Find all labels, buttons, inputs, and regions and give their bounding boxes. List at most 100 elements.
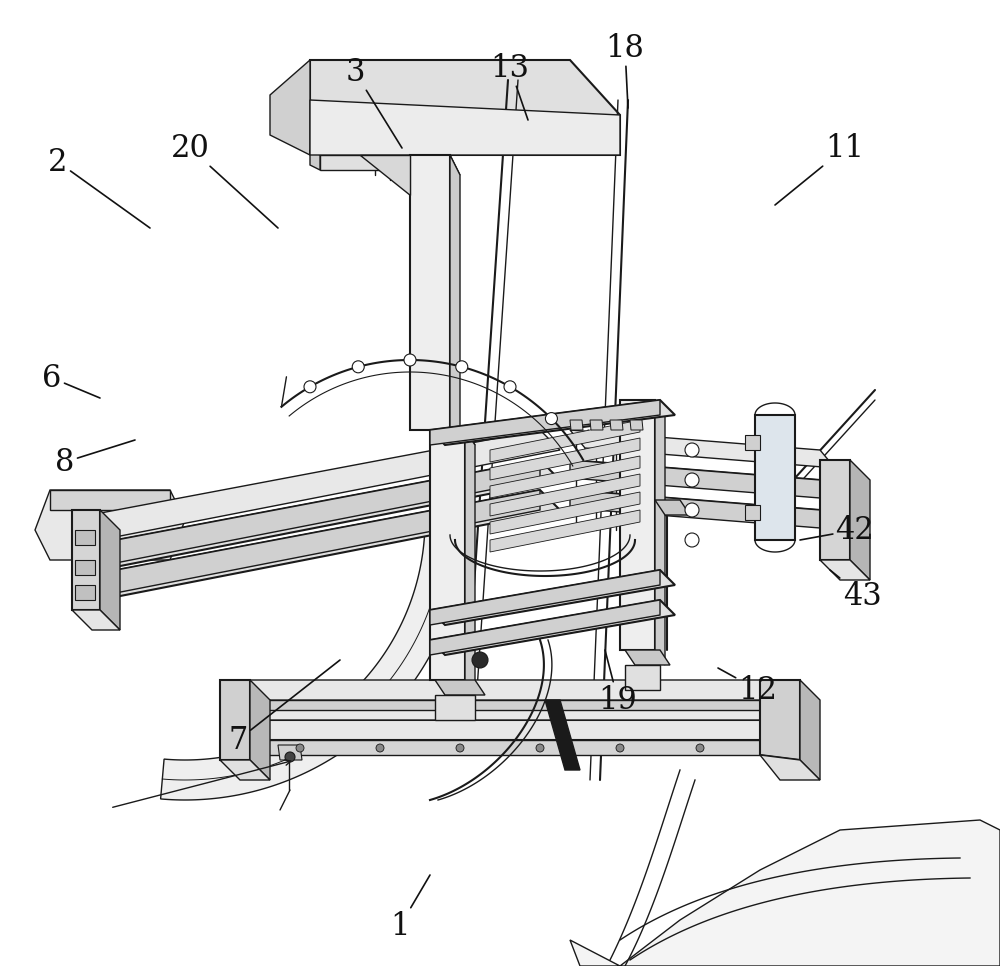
Polygon shape [820, 560, 870, 580]
Circle shape [685, 503, 699, 517]
Polygon shape [278, 745, 302, 760]
Polygon shape [430, 430, 475, 445]
Polygon shape [430, 600, 660, 655]
Text: 19: 19 [599, 650, 637, 716]
Circle shape [285, 752, 295, 762]
Text: 12: 12 [718, 668, 778, 705]
Polygon shape [430, 430, 465, 680]
Circle shape [456, 361, 468, 373]
Polygon shape [72, 510, 100, 610]
Polygon shape [630, 420, 643, 430]
Polygon shape [850, 460, 870, 580]
Polygon shape [545, 700, 580, 770]
Polygon shape [755, 415, 795, 540]
Polygon shape [760, 680, 800, 760]
Circle shape [696, 744, 704, 752]
Circle shape [685, 443, 699, 457]
Polygon shape [570, 420, 583, 430]
Polygon shape [625, 650, 670, 665]
Polygon shape [490, 474, 640, 516]
Polygon shape [310, 60, 620, 155]
Polygon shape [430, 400, 675, 445]
Polygon shape [90, 430, 560, 538]
Circle shape [404, 354, 416, 366]
Text: 7: 7 [228, 660, 340, 755]
Polygon shape [90, 460, 540, 568]
Polygon shape [820, 510, 835, 545]
Polygon shape [360, 155, 410, 195]
Polygon shape [490, 492, 640, 534]
Polygon shape [161, 520, 465, 800]
Polygon shape [230, 720, 780, 740]
Polygon shape [800, 680, 820, 780]
Polygon shape [620, 400, 665, 415]
Polygon shape [50, 490, 170, 510]
Text: 42: 42 [800, 515, 874, 546]
Polygon shape [230, 680, 780, 700]
Polygon shape [80, 568, 90, 598]
Text: 1: 1 [390, 875, 430, 942]
Circle shape [536, 744, 544, 752]
Polygon shape [490, 420, 640, 462]
Polygon shape [320, 155, 410, 170]
Text: 11: 11 [775, 132, 864, 205]
Polygon shape [430, 600, 675, 655]
Polygon shape [220, 680, 250, 760]
Circle shape [685, 533, 699, 547]
Polygon shape [220, 760, 270, 780]
Polygon shape [570, 490, 820, 528]
Polygon shape [72, 610, 120, 630]
Polygon shape [430, 400, 660, 445]
Polygon shape [230, 700, 780, 720]
Polygon shape [230, 700, 760, 710]
Polygon shape [610, 420, 623, 430]
Polygon shape [435, 680, 485, 695]
Polygon shape [570, 490, 835, 528]
Polygon shape [450, 155, 460, 450]
Polygon shape [410, 155, 460, 175]
Polygon shape [75, 530, 95, 545]
Text: 13: 13 [491, 52, 530, 120]
Text: 18: 18 [606, 33, 644, 108]
Circle shape [352, 361, 364, 373]
Text: 2: 2 [48, 147, 150, 228]
Polygon shape [310, 150, 320, 170]
Circle shape [472, 652, 488, 668]
Polygon shape [760, 720, 780, 755]
Polygon shape [570, 460, 820, 498]
Polygon shape [430, 570, 675, 625]
Circle shape [376, 744, 384, 752]
Circle shape [685, 473, 699, 487]
Circle shape [545, 412, 557, 425]
Polygon shape [570, 460, 835, 498]
Polygon shape [570, 430, 835, 468]
Text: 43: 43 [830, 570, 881, 611]
Circle shape [504, 381, 516, 393]
Polygon shape [90, 490, 540, 598]
Polygon shape [90, 490, 560, 598]
Polygon shape [465, 430, 475, 695]
Polygon shape [745, 435, 760, 450]
Polygon shape [250, 680, 270, 780]
Text: 6: 6 [42, 362, 100, 398]
Polygon shape [270, 60, 310, 155]
Polygon shape [655, 400, 665, 665]
Polygon shape [230, 740, 760, 755]
Text: 20: 20 [171, 132, 278, 228]
Polygon shape [820, 460, 850, 560]
Polygon shape [90, 460, 560, 568]
Polygon shape [745, 505, 760, 520]
Polygon shape [490, 456, 640, 498]
Polygon shape [310, 100, 620, 155]
Polygon shape [590, 420, 603, 430]
Polygon shape [430, 570, 660, 625]
Polygon shape [435, 695, 475, 720]
Polygon shape [100, 510, 120, 630]
Polygon shape [570, 820, 1000, 966]
Polygon shape [490, 510, 640, 552]
Polygon shape [410, 155, 450, 430]
Polygon shape [620, 400, 655, 650]
Polygon shape [75, 585, 95, 600]
Polygon shape [75, 560, 95, 575]
Circle shape [456, 744, 464, 752]
